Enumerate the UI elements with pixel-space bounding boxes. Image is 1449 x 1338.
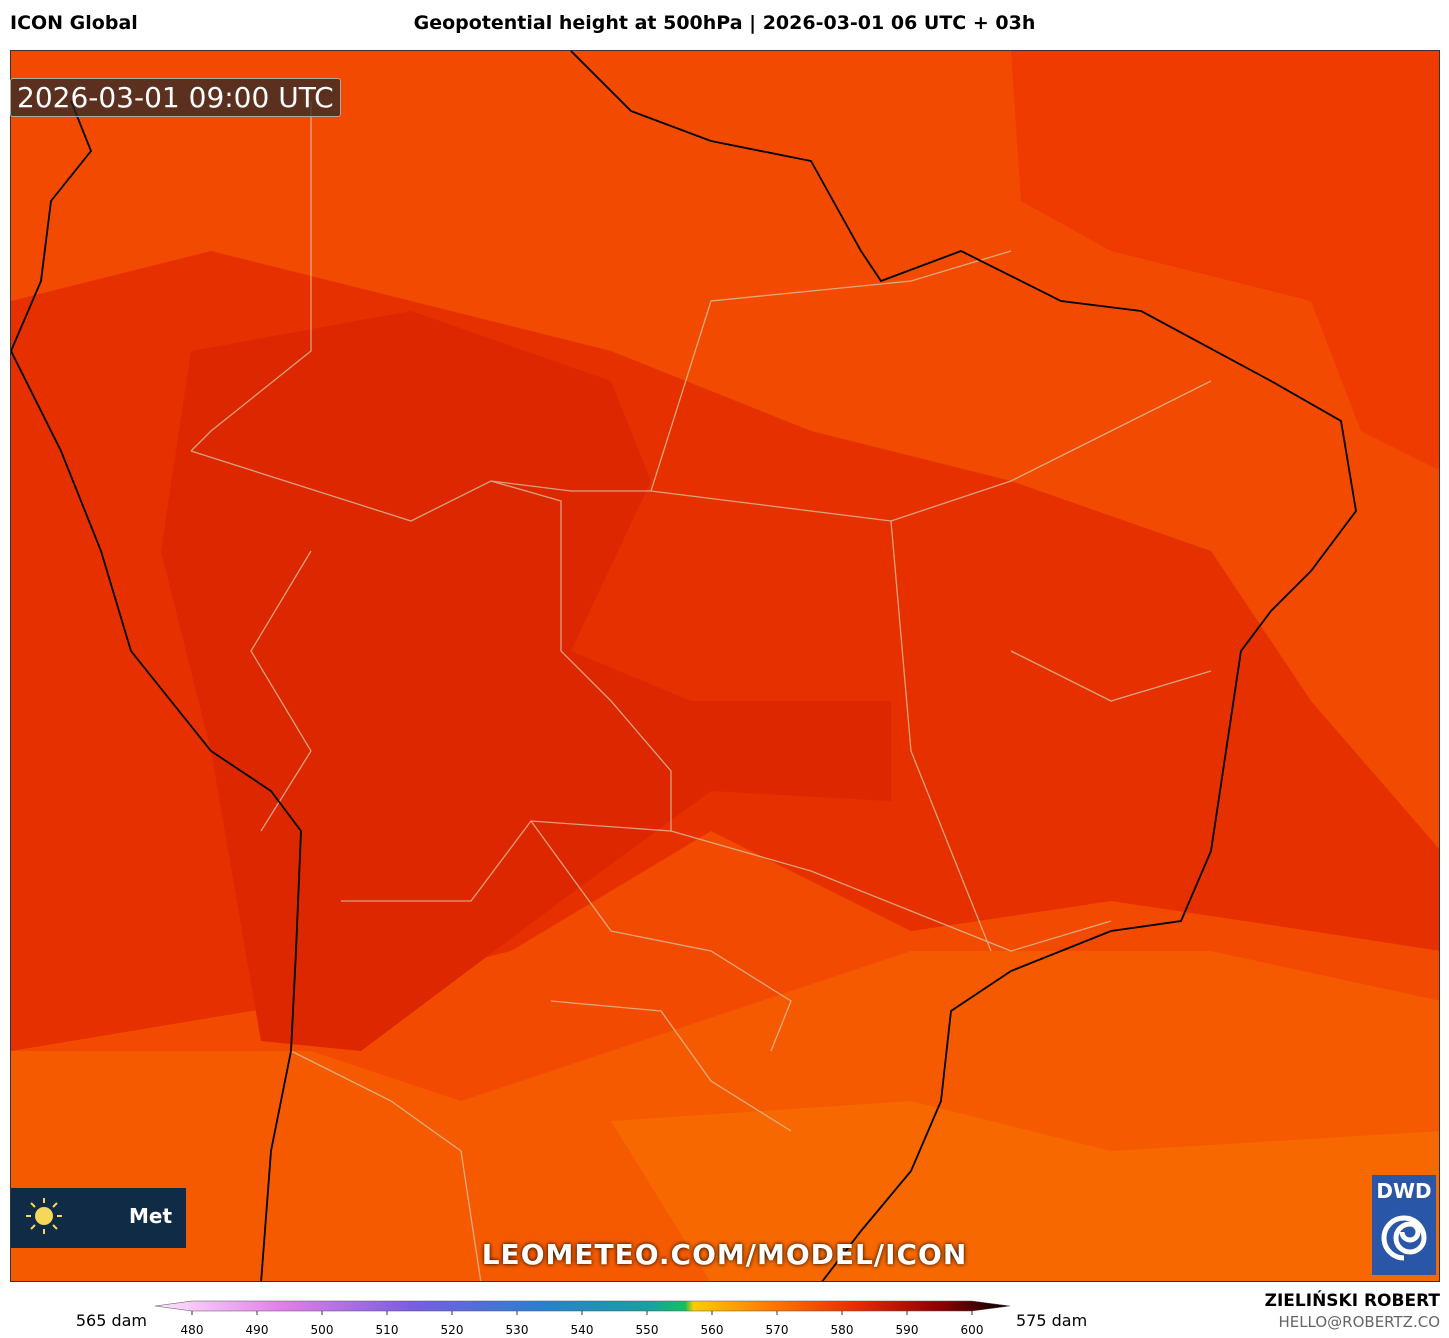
colorbar-tick-label: 490 xyxy=(246,1323,269,1337)
map-title: Geopotential height at 500hPa | 2026-03-… xyxy=(413,12,1036,34)
dwd-logo: DWD xyxy=(1372,1175,1436,1275)
map-area xyxy=(10,50,1440,1282)
colorbar-tick-label: 580 xyxy=(831,1323,854,1337)
dwd-swirl xyxy=(1381,1215,1427,1261)
colorbar-tick-label: 570 xyxy=(766,1323,789,1337)
colorbar-tick-label: 550 xyxy=(636,1323,659,1337)
watermark: LEOMETEO.COM/MODEL/ICON xyxy=(481,1238,968,1271)
coastline xyxy=(11,51,1357,1281)
colorbar-tick-label: 600 xyxy=(961,1323,984,1337)
colorbar: 565 dam 575 dam 480 490 500 510 520 530 540 550… xyxy=(76,1300,1087,1337)
colorbar-ramp xyxy=(154,1300,1011,1312)
colorbar-left-label: 565 dam xyxy=(76,1311,147,1330)
logo-text: Met xyxy=(129,1204,173,1228)
field-zone xyxy=(1011,51,1439,470)
colorbar-right-label: 575 dam xyxy=(1016,1311,1087,1330)
colorbar-tick-label: 480 xyxy=(181,1323,204,1337)
sun-icon xyxy=(26,1198,62,1234)
colorbar-tick-label: 520 xyxy=(441,1323,464,1337)
colorbar-tick-label: 510 xyxy=(376,1323,399,1337)
colorbar-tick-label: 500 xyxy=(311,1323,334,1337)
colorbar-tick-label: 530 xyxy=(506,1323,529,1337)
map-svg xyxy=(11,51,1439,1281)
timestamp: 2026-03-01 09:00 UTC xyxy=(10,78,341,117)
credits-email: HELLO@ROBERTZ.CO xyxy=(1278,1313,1440,1331)
model-name: ICON Global xyxy=(10,12,138,34)
field-zone xyxy=(611,1101,1439,1281)
colorbar-tick-label: 560 xyxy=(701,1323,724,1337)
credits-name: ZIELIŃSKI ROBERT xyxy=(1264,1291,1440,1311)
borders xyxy=(190,101,1212,1281)
colorbar-tick-label: 590 xyxy=(896,1323,919,1337)
colorbar-tick-label: 540 xyxy=(571,1323,594,1337)
dwd-text: DWD xyxy=(1376,1179,1432,1203)
field-zone xyxy=(161,311,891,1051)
logo: Met xyxy=(11,1188,186,1248)
